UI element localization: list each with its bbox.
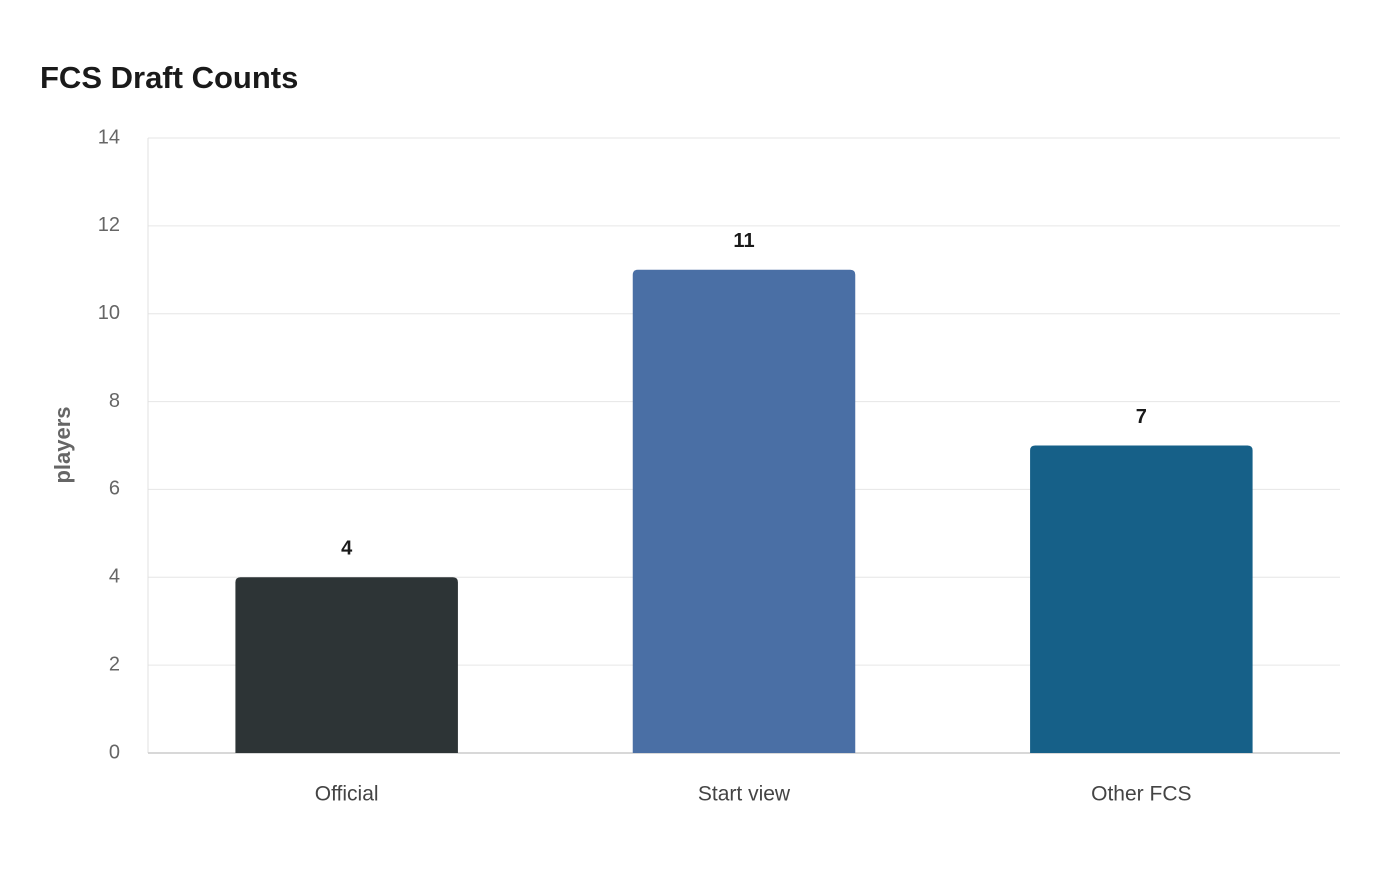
data-label: 11: [733, 230, 754, 252]
y-tick-label: 10: [98, 302, 120, 324]
y-tick-label: 2: [109, 653, 120, 675]
y-tick-label: 8: [109, 390, 120, 412]
data-label: 4: [341, 538, 353, 560]
data-label: 7: [1136, 406, 1147, 428]
y-tick-label: 14: [98, 126, 120, 148]
y-tick-label: 6: [109, 478, 120, 500]
y-tick-label: 0: [109, 741, 120, 763]
x-tick-label: Start view: [698, 783, 791, 806]
x-tick-label: Official: [315, 783, 379, 806]
bar: [632, 269, 856, 753]
bar: [235, 577, 458, 753]
bar: [1030, 445, 1253, 753]
x-tick-label: Other FCS: [1091, 783, 1191, 806]
chart-title: FCS Draft Counts: [40, 60, 298, 95]
y-tick-label: 4: [109, 566, 120, 588]
y-tick-label: 12: [98, 214, 120, 236]
y-axis-label: players: [50, 406, 75, 483]
